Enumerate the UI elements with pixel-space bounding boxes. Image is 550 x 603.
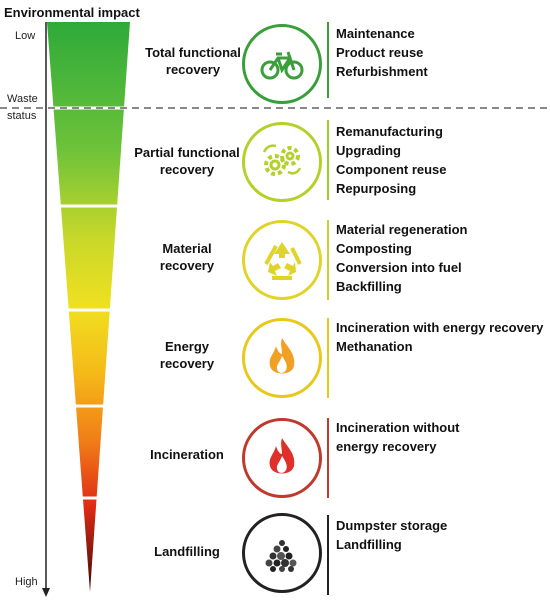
stage-label-partial-functional-recovery: Partial functional recovery [134,145,240,177]
flame-icon [269,338,295,374]
stage-actions-list: Maintenance Product reuse Refurbishment [330,24,428,81]
action-item: energy recovery [336,439,437,454]
stage-icon-circle [242,220,322,300]
action-item: Product reuse [336,45,424,60]
axis-high-label: High [15,576,38,588]
action-item: Methanation [336,339,413,354]
action-item: Landfilling [336,537,402,552]
axis-arrowhead [42,588,50,597]
action-item: Conversion into fuel [336,260,462,275]
action-item: Backfilling [336,279,402,294]
stage-label-energy-recovery: Energy recovery [159,339,215,371]
action-item: Material regeneration [336,222,468,237]
action-item: Component reuse [336,162,447,177]
stage-actions-list: Incineration without energy recovery [330,418,460,456]
stage-label-landfilling: Landfilling [154,544,220,559]
stage-actions-list: Dumpster storage Landfilling [330,516,447,554]
fire-icon [269,438,295,474]
action-item: Repurposing [336,181,417,196]
action-item: Incineration without [336,420,460,435]
action-item: Remanufacturing [336,124,443,139]
diagram-title: Environmental impact [4,5,140,20]
action-item: Dumpster storage [336,518,448,533]
waste-status-label-line1: Waste [7,93,38,105]
axis-low-label: Low [15,30,36,42]
gears-icon [262,144,302,176]
stage-label-total-functional-recovery: Total functional recovery [145,45,241,77]
stage-icon-circle [242,122,322,202]
action-item: Upgrading [336,143,401,158]
recycle-icon [264,242,302,280]
stage-icon-circle [242,418,322,498]
action-item: Maintenance [336,26,415,41]
bicycle-icon [260,51,304,80]
action-item: Incineration with energy recovery [336,320,544,335]
stage-icon-circle [242,318,322,398]
waste-status-label-line2: status [7,110,37,122]
stage-label-incineration: Incineration [150,447,224,462]
stage-actions-list: Incineration with energy recovery Methan… [330,318,543,356]
stage-icon-circle [242,513,322,593]
stage-actions-list: Material regeneration Composting Convers… [330,220,468,296]
stage-icon-circle [242,24,322,104]
stage-label-material-recovery: Material recovery [159,241,215,273]
impact-funnel [47,22,130,592]
rubble-icon [265,540,297,572]
stage-actions-list: Remanufacturing Upgrading Component reus… [330,122,447,198]
action-item: Composting [336,241,412,256]
action-item: Refurbishment [336,64,428,79]
